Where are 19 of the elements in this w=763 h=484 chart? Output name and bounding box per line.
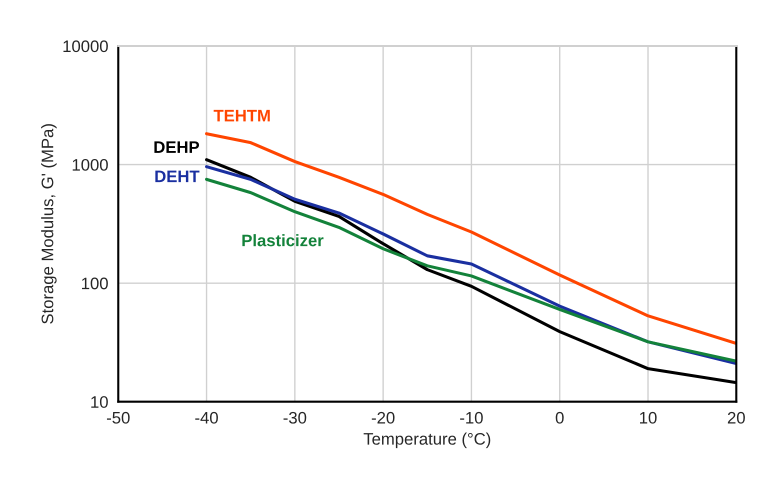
y-tick-label: 100 bbox=[82, 278, 108, 290]
line-series bbox=[205, 132, 736, 345]
series-label: DEHT bbox=[155, 170, 200, 182]
series-label: Plasticizer bbox=[242, 234, 324, 246]
x-tick-label: -50 bbox=[106, 412, 130, 424]
y-tick-label: 10000 bbox=[63, 40, 108, 52]
x-tick-label: -20 bbox=[372, 412, 395, 424]
x-axis-title: Temperature (°C) bbox=[364, 432, 490, 448]
x-tick-label: 0 bbox=[556, 412, 564, 424]
y-axis-title: Storage Modulus, G' (MPa) bbox=[41, 124, 57, 324]
y-tick-label: 1000 bbox=[72, 158, 108, 171]
series-label: TEHTM bbox=[214, 110, 270, 122]
x-tick-label: -40 bbox=[195, 412, 218, 424]
x-tick-label: -10 bbox=[460, 412, 483, 424]
x-tick-label: 10 bbox=[640, 412, 657, 424]
x-tick-label: -30 bbox=[284, 412, 306, 424]
series-label: DEHP bbox=[154, 141, 200, 153]
x-tick-label: 20 bbox=[728, 412, 745, 424]
y-tick-label: 10 bbox=[91, 396, 108, 408]
